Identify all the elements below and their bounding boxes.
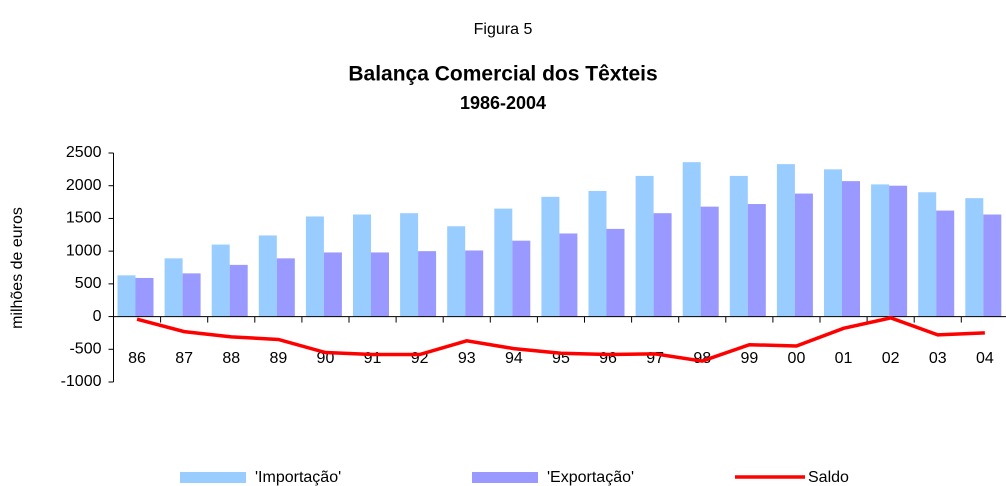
bar: [606, 228, 625, 317]
legend-label: 'Exportação': [547, 469, 634, 486]
bar: [258, 235, 277, 317]
x-tick-label: 02: [882, 350, 900, 367]
bar: [211, 244, 230, 317]
chart-title: Balança Comercial dos Têxteis: [348, 63, 657, 86]
bar: [983, 214, 1002, 317]
bar: [871, 184, 890, 317]
bar: [794, 193, 813, 317]
x-tick-label: 98: [693, 350, 711, 367]
y-tick-label: 1500: [66, 210, 102, 227]
x-tick-label: 94: [505, 350, 523, 367]
y-tick-label: -500: [69, 341, 101, 358]
x-tick-label: 86: [128, 350, 146, 367]
x-tick-label: 89: [269, 350, 287, 367]
y-tick-label: -1000: [61, 373, 102, 390]
bar: [117, 275, 136, 317]
bar: [635, 175, 654, 317]
bar: [653, 213, 672, 317]
bar: [182, 273, 201, 317]
bar: [541, 196, 560, 317]
bar: [776, 164, 795, 317]
bar: [682, 162, 701, 317]
bar: [936, 210, 955, 317]
bar: [588, 190, 607, 317]
bar: [747, 204, 766, 317]
bar: [305, 216, 324, 317]
chart-subtitle: 1986-2004: [460, 93, 546, 113]
bar: [512, 240, 531, 317]
bar: [135, 277, 154, 317]
bar: [400, 213, 419, 317]
x-tick-label: 00: [788, 350, 806, 367]
y-tick-label: 2000: [66, 177, 102, 194]
x-tick-label: 99: [740, 350, 758, 367]
bar: [276, 258, 295, 317]
legend-label: 'Importação': [255, 469, 341, 486]
x-tick-label: 01: [835, 350, 853, 367]
bar: [965, 198, 984, 317]
bar: [229, 264, 248, 317]
legend-label: Saldo: [808, 469, 849, 486]
bar: [323, 252, 342, 317]
x-tick-label: 88: [222, 350, 240, 367]
bar: [418, 251, 437, 317]
bar: [700, 206, 719, 317]
legend-swatch: [472, 472, 538, 483]
bar: [353, 214, 371, 317]
x-tick-label: 03: [929, 350, 947, 367]
bar: [447, 226, 466, 317]
bar: [824, 169, 842, 317]
bar: [889, 185, 908, 317]
bar: [918, 192, 937, 317]
x-tick-label: 87: [175, 350, 193, 367]
x-tick-label: 93: [458, 350, 476, 367]
bar: [729, 175, 748, 317]
y-axis-label: milhões de euros: [9, 207, 26, 329]
x-tick-label: 04: [976, 350, 994, 367]
bar: [842, 181, 860, 317]
y-tick-label: 1000: [66, 242, 102, 259]
y-tick-label: 0: [93, 308, 102, 325]
bar: [371, 252, 389, 317]
y-tick-label: 2500: [66, 144, 102, 161]
y-tick-label: 500: [75, 275, 102, 292]
bar: [465, 250, 484, 317]
legend-swatch: [180, 472, 246, 483]
bar: [559, 233, 578, 317]
bar: [494, 208, 513, 317]
figure-label: Figura 5: [474, 21, 533, 38]
bar: [164, 258, 183, 317]
line: [136, 316, 985, 363]
